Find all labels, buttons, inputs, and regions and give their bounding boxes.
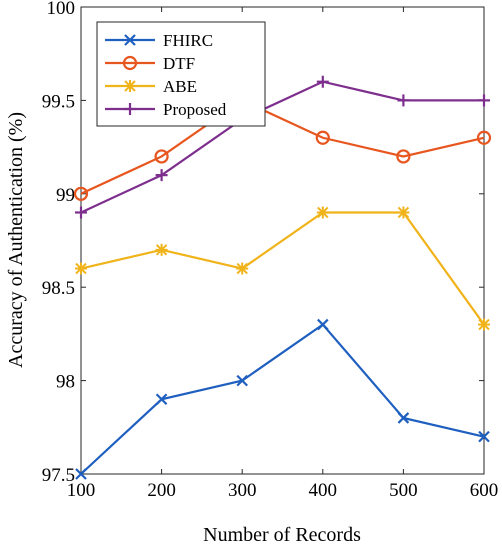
y-tick-label: 98.5 [42,278,75,299]
legend-label: ABE [163,77,197,96]
data-point [317,318,329,331]
data-point [397,412,410,424]
series-line [80,323,485,475]
data-point [476,130,492,145]
legend-label: Proposed [163,100,227,119]
legend-label: FHIRC [163,31,213,50]
x-tick-label: 600 [470,480,499,501]
series-dtf [73,93,492,201]
data-point [316,75,329,88]
series-abe [75,206,490,331]
y-tick-label: 100 [47,0,76,19]
legend-label: DTF [163,54,195,73]
y-axis-title: Accuracy of Authentication (%) [5,112,27,368]
y-axis: 97.5 98 98.5 99 99.5 100 [42,0,484,486]
y-tick-label: 97.5 [42,465,75,486]
y-tick-label: 99 [56,185,75,206]
series-fhirc [75,318,490,480]
data-point [155,393,168,406]
legend: FHIRC DTF ABE Proposed [96,21,266,127]
x-tick-label: 200 [147,480,176,501]
data-point [155,243,168,256]
x-tick-label: 400 [309,480,338,501]
legend-item-abe: ABE [105,77,197,96]
legend-marker [124,80,136,92]
data-point [478,318,490,331]
x-tick-label: 100 [67,480,96,501]
x-tick-label: 500 [389,480,418,501]
x-tick-label: 300 [228,480,257,501]
legend-marker [122,55,138,71]
data-point [155,169,168,182]
y-tick-label: 98 [56,372,75,393]
legend-marker [124,34,136,46]
data-point [75,262,87,275]
series-layer [73,75,492,480]
legend-item-proposed: Proposed [105,100,227,119]
data-point [478,430,490,443]
legend-item-fhirc: FHIRC [105,31,213,50]
data-point [75,206,87,219]
legend-marker [124,103,136,115]
data-point [236,374,248,387]
data-point [316,206,329,219]
legend-item-dtf: DTF [105,54,195,73]
data-point [397,94,410,107]
series-line [80,211,485,326]
data-point [154,149,169,164]
x-axis: 100 200 300 400 500 600 [67,7,499,501]
data-point [397,206,410,219]
data-point [478,94,490,107]
series-line [80,99,485,195]
y-tick-label: 99.5 [42,91,75,112]
data-point [396,149,411,164]
x-axis-title: Number of Records [203,524,361,546]
series-line [80,80,484,214]
data-point [75,468,87,480]
data-point [236,262,249,275]
data-point [315,130,330,145]
data-point [73,186,89,201]
